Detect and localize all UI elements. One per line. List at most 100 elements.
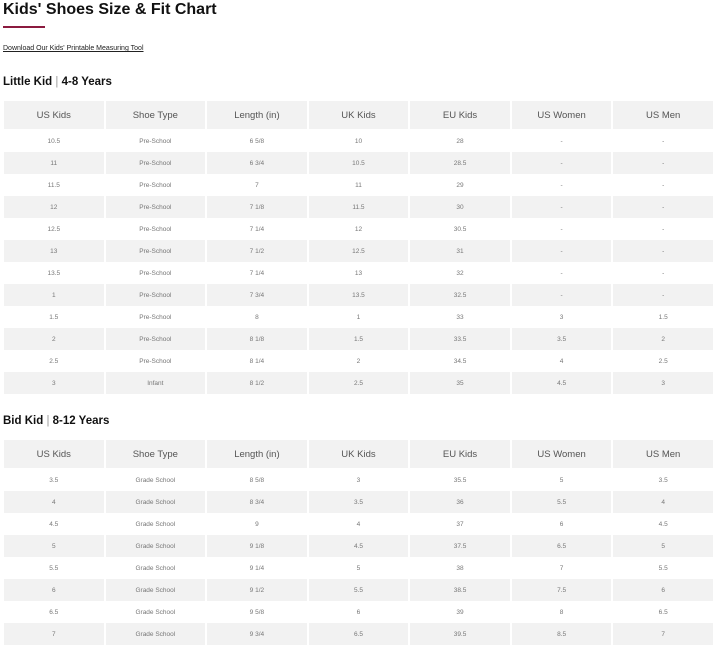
table-cell: 3.5 [308,491,409,513]
column-header: Length (in) [207,440,307,469]
table-cell: 7 1/4 [249,269,265,277]
table-cell: Grade School [135,608,176,616]
table-row: 11 Pre-School 6 3/4 10.5 28.5- - [4,152,713,174]
table-row: 10.5 Pre-School 6 5/8 10 28 - - [4,130,713,152]
table-cell: Infant [105,372,206,394]
table-cell: Pre-School [139,313,172,321]
table-cell: Grade School [105,579,206,601]
table-cell: Grade School [105,623,206,645]
table-cell: Pre-School [105,240,206,262]
column-header: UK Kids [308,440,409,469]
table-cell: 9 1/8 [207,535,307,557]
table-cell: 8 3/4 [207,491,307,513]
table-cell: 33.5 [410,328,510,350]
section-separator: | [55,76,59,88]
table-row: 1 Pre-School 7 3/4 13.5 32.5- - [4,284,713,306]
column-header: Shoe Type [105,440,206,469]
table-cell: 28.5 [410,152,510,174]
table-cell: 13 [354,269,363,277]
table-cell: Pre-School [139,357,172,365]
table-cell: 6 5/8 [249,137,265,145]
table-cell: 12 [4,196,104,218]
section-age-range: 4-8 Years [61,76,112,88]
table-cell: 11 [355,181,362,189]
size-sections: Little Kid | 4-8 Years US Kids Shoe Type Le… [2,75,715,645]
table-cell: Pre-School [139,225,172,233]
table-cell: 5.5 [49,564,59,572]
table-cell: 7 [613,623,713,645]
table-cell: 29 [456,181,464,189]
table-cell: - [613,240,713,262]
table-cell: 37 [456,520,464,528]
table-cell: 3 [559,313,564,321]
table-row: 13 Pre-School 7 1/2 12.5 31- - [4,240,713,262]
table-row: 3.5 Grade School 8 5/8 3 35.5 5 3.5 [4,469,713,491]
table-cell: 30.5 [453,225,467,233]
page-title: Kids' Shoes Size & Fit Chart [3,1,217,18]
table-cell: Pre-School [105,328,206,350]
table-cell: 13.5 [47,269,61,277]
table-cell: Grade School [135,564,176,572]
section-separator: | [46,415,50,427]
table-cell: 1 [4,284,104,306]
table-cell: 38 [456,564,464,572]
section-heading: Little Kid | 4-8 Years [3,75,712,89]
table-cell: - [613,152,713,174]
table-cell: - [560,269,563,277]
table-cell: Pre-School [105,284,206,306]
table-cell: - [613,284,713,306]
table-cell: 2.5 [658,357,668,365]
table-cell: 7 1/4 [249,225,265,233]
table-cell: 11 [4,152,104,174]
table-cell: 4 [559,357,564,365]
table-cell: - [560,225,563,233]
table-row: 2 Pre-School 8 1/8 1.5 33.5 3.5 2 [4,328,713,350]
table-cell: 35 [410,372,510,394]
table-cell: Grade School [135,476,176,484]
table-cell: 8 1/2 [207,372,307,394]
table-cell: 9 5/8 [249,608,265,616]
table-header-row: US Kids Shoe Type Length (in) UK Kids EU Kid… [4,101,713,130]
table-row: 12 Pre-School 7 1/8 11.5 30- - [4,196,713,218]
table-row: 2.5 Pre-School 8 1/4 2 34.5 4 2.5 [4,350,713,372]
table-cell: Pre-School [139,181,172,189]
table-cell: Grade School [105,535,206,557]
table-cell: - [662,225,665,233]
table-row: 13.5 Pre-School 7 1/4 13 32 - - [4,262,713,284]
table-cell: 8 1/4 [249,357,265,365]
table-cell: Pre-School [139,269,172,277]
size-table: US Kids Shoe Type Length (in) UK Kids EU Kid… [2,440,715,645]
table-cell: 39 [456,608,464,616]
table-cell: 36 [410,491,510,513]
title-accent-divider [3,26,45,28]
table-cell: Pre-School [105,196,206,218]
table-row: 6 Grade School 9 1/2 5.5 38.5 7.5 6 [4,579,713,601]
table-cell: 11.5 [47,181,60,189]
table-cell: 7 [559,564,564,572]
table-cell: - [662,137,665,145]
table-cell: 2 [356,357,361,365]
table-cell: 8 5/8 [249,476,265,484]
table-cell: 7 1/2 [207,240,307,262]
column-header: US Kids [4,440,104,469]
table-cell: 7 3/4 [207,284,307,306]
table-cell: - [613,196,713,218]
table-cell: 3 [356,476,361,484]
table-row: 6.5 Grade School 9 5/8 6 39 8 6.5 [4,601,713,623]
table-cell: - [511,240,612,262]
table-cell: 8 1/8 [207,328,307,350]
download-measuring-tool-link[interactable]: Download Our Kids' Printable Measuring T… [3,45,144,52]
section-age-range: 8-12 Years [52,415,110,427]
table-cell: 6.5 [308,623,409,645]
table-cell: 6.5 [658,608,668,616]
column-header: EU Kids [410,101,510,130]
table-cell: 30 [410,196,510,218]
table-cell: 33 [456,313,464,321]
table-cell: 3 [613,372,713,394]
column-header: US Women [511,101,612,130]
table-cell: - [560,181,563,189]
section-heading: Bid Kid | 8-12 Years [3,414,712,428]
table-cell: 8 [255,313,259,321]
table-cell: 7 1/8 [207,196,307,218]
